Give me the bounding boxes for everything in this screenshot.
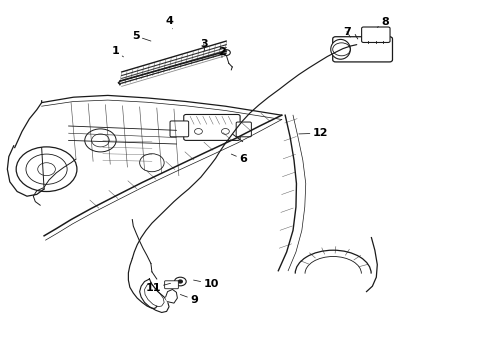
Text: 4: 4 [166, 16, 173, 29]
Text: 11: 11 [145, 283, 171, 293]
FancyBboxPatch shape [333, 37, 392, 62]
FancyBboxPatch shape [170, 121, 189, 137]
Text: 1: 1 [112, 46, 123, 57]
Text: 9: 9 [180, 294, 198, 305]
FancyBboxPatch shape [184, 114, 240, 140]
Text: 10: 10 [194, 279, 219, 289]
Text: 7: 7 [343, 27, 351, 37]
Polygon shape [166, 289, 177, 303]
Text: 6: 6 [231, 154, 247, 164]
Text: 5: 5 [132, 31, 151, 41]
Text: 8: 8 [377, 17, 389, 27]
FancyBboxPatch shape [362, 27, 390, 42]
FancyBboxPatch shape [236, 122, 251, 137]
FancyBboxPatch shape [165, 281, 178, 289]
Text: 3: 3 [200, 39, 208, 51]
Polygon shape [140, 279, 169, 312]
Ellipse shape [331, 40, 350, 59]
Circle shape [178, 280, 182, 283]
Text: 2: 2 [218, 47, 226, 58]
Text: 12: 12 [299, 128, 328, 138]
